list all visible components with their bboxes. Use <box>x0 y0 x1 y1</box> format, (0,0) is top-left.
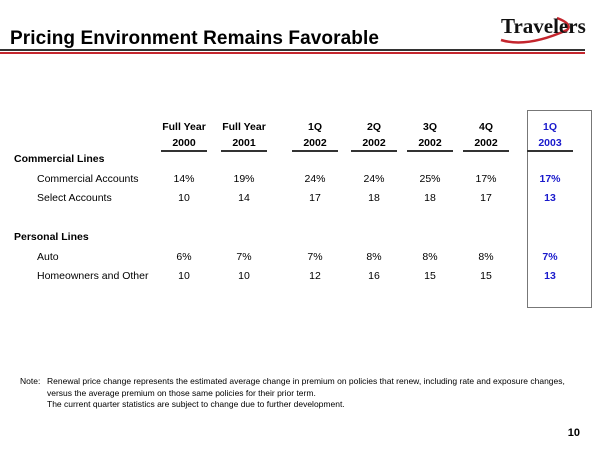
table-cell: 14 <box>238 192 250 204</box>
table-cell: 14% <box>173 173 195 185</box>
column-header-year: 2001 <box>221 137 267 152</box>
table-cell: 10 <box>178 270 190 282</box>
table-cell: 7% <box>236 251 252 263</box>
table-cell: 18 <box>424 192 436 204</box>
column-header-year: 2002 <box>351 137 397 152</box>
section-label: Personal Lines <box>14 231 89 243</box>
column-header-line1: 3Q <box>422 121 437 133</box>
column-header-year: 2002 <box>407 137 453 152</box>
title-divider <box>0 49 585 51</box>
table-cell: 10 <box>238 270 250 282</box>
row-label: Select Accounts <box>37 192 112 204</box>
row-label: Auto <box>37 251 59 263</box>
table-cell: 8% <box>422 251 438 263</box>
table-cell: 13 <box>544 192 556 204</box>
table-cell: 15 <box>480 270 492 282</box>
column-header-year: 2003 <box>527 137 573 152</box>
section-label: Commercial Lines <box>14 153 105 165</box>
travelers-logo: Travelers <box>497 10 586 44</box>
table-cell: 19% <box>233 173 255 185</box>
column-header-year: 2002 <box>463 137 509 152</box>
column-header-line1: Full Year <box>222 121 266 133</box>
column-header-line1: 2Q <box>366 121 381 133</box>
page-title: Pricing Environment Remains Favorable <box>10 28 380 49</box>
table-cell: 17% <box>539 173 561 185</box>
table-cell: 16 <box>368 270 380 282</box>
table-cell: 17 <box>480 192 492 204</box>
table-cell: 17% <box>475 173 497 185</box>
note-line-1: Renewal price change represents the esti… <box>47 376 565 386</box>
column-header-line1: 1Q <box>542 121 557 133</box>
table-cell: 12 <box>309 270 321 282</box>
table-cell: 25% <box>419 173 441 185</box>
note-line-3: The current quarter statistics are subje… <box>47 399 345 409</box>
table-cell: 7% <box>307 251 323 263</box>
table-cell: 8% <box>478 251 494 263</box>
column-header-line1: 4Q <box>478 121 493 133</box>
title-divider-red <box>0 52 585 54</box>
column-header-line1: 1Q <box>307 121 322 133</box>
current-quarter-highlight-box <box>527 110 592 308</box>
table-cell: 24% <box>363 173 385 185</box>
column-header-line1: Full Year <box>162 121 206 133</box>
table-cell: 17 <box>309 192 321 204</box>
table-cell: 8% <box>366 251 382 263</box>
row-label: Homeowners and Other <box>37 270 149 282</box>
table-cell: 10 <box>178 192 190 204</box>
table-cell: 6% <box>176 251 192 263</box>
row-label: Commercial Accounts <box>37 173 139 185</box>
table-cell: 18 <box>368 192 380 204</box>
column-header-year: 2002 <box>292 137 338 152</box>
table-cell: 13 <box>544 270 556 282</box>
table-cell: 15 <box>424 270 436 282</box>
page-number: 10 <box>567 427 580 439</box>
column-header-year: 2000 <box>161 137 207 152</box>
note-line-2: versus the average premium on those same… <box>47 388 316 398</box>
table-cell: 24% <box>304 173 326 185</box>
table-cell: 7% <box>542 251 558 263</box>
note-prefix: Note: <box>20 376 41 386</box>
